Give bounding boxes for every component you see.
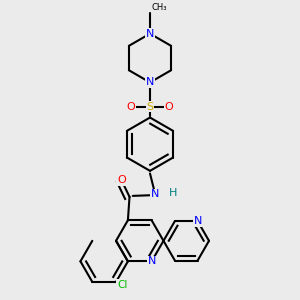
Text: N: N	[146, 77, 154, 87]
Text: O: O	[164, 102, 173, 112]
Text: O: O	[127, 102, 136, 112]
Text: H: H	[169, 188, 177, 198]
Text: S: S	[146, 102, 154, 112]
Text: N: N	[146, 29, 154, 39]
Text: N: N	[147, 256, 156, 266]
Text: N: N	[151, 189, 159, 199]
Text: N: N	[194, 216, 202, 226]
Text: O: O	[117, 175, 126, 185]
Text: CH₃: CH₃	[152, 3, 167, 12]
Text: Cl: Cl	[117, 280, 128, 290]
